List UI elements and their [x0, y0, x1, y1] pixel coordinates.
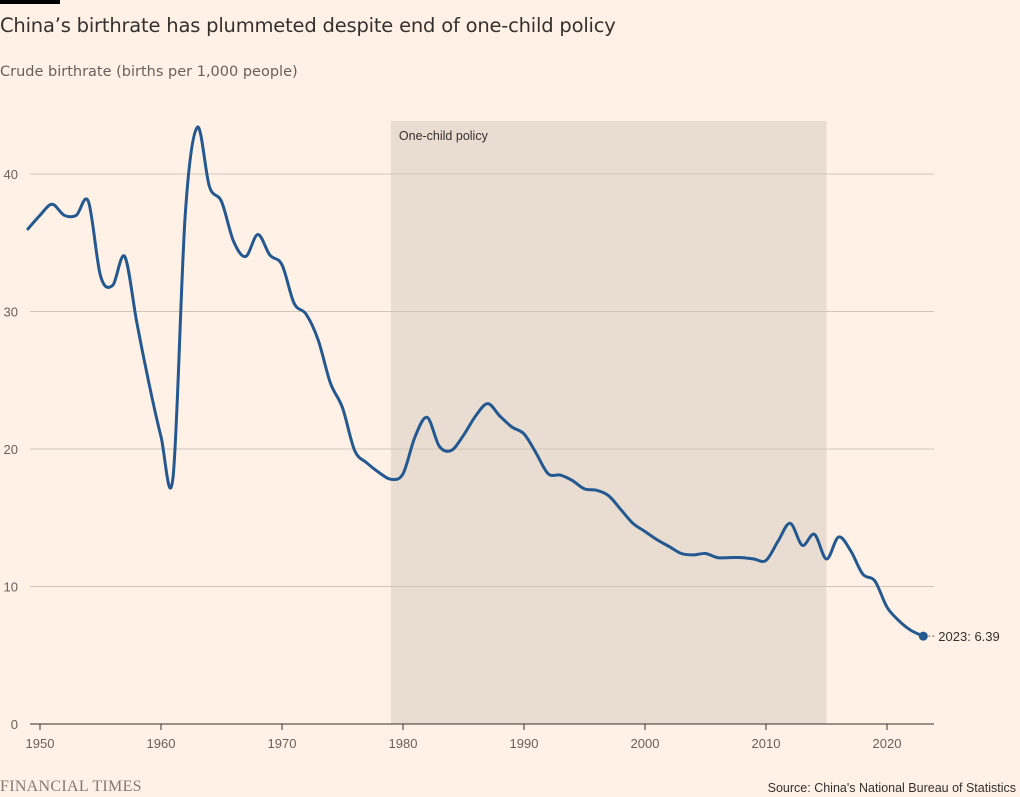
label-layer: 2023: 6.39 — [918, 629, 1000, 644]
x-tick-label-1960: 1960 — [147, 736, 176, 751]
y-tick-label-0: 0 — [11, 717, 18, 732]
line-layer — [26, 125, 925, 638]
shade-layer: One-child policy — [390, 121, 827, 724]
end-point-label: 2023: 6.39 — [938, 629, 999, 644]
ft-brand-logo: FINANCIAL TIMES — [0, 778, 142, 795]
chart-title: China’s birthrate has plummeted despite … — [0, 14, 616, 37]
x-tick-label-1970: 1970 — [268, 736, 297, 751]
y-tick-label-40: 40 — [4, 167, 18, 182]
y-tick-label-10: 10 — [4, 580, 18, 595]
y-tick-label-20: 20 — [4, 442, 18, 457]
chart-subtitle: Crude birthrate (births per 1,000 people… — [0, 64, 298, 80]
y-tick-label-30: 30 — [4, 305, 18, 320]
end-point-marker — [918, 631, 928, 641]
x-tick-label-2010: 2010 — [752, 736, 781, 751]
axis-layer: 1950 1960 1970 1980 1990 2000 2010 2020 — [26, 723, 934, 751]
one-child-policy-region — [390, 121, 827, 724]
x-tick-label-1990: 1990 — [510, 736, 539, 751]
one-child-policy-label: One-child policy — [399, 129, 489, 143]
x-tick-label-2020: 2020 — [873, 736, 902, 751]
brand-top-bar — [0, 0, 60, 4]
source-note: Source: China's National Bureau of Stati… — [767, 781, 1016, 795]
grid-layer: 0 10 20 30 40 — [4, 167, 934, 732]
x-tick-label-1980: 1980 — [389, 736, 418, 751]
x-tick-label-1950: 1950 — [26, 736, 55, 751]
birthrate-line — [26, 125, 925, 638]
x-tick-label-2000: 2000 — [631, 736, 660, 751]
